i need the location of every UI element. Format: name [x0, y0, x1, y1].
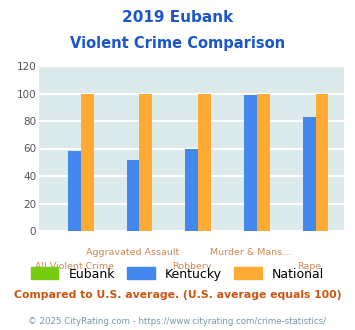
Bar: [303, 117, 316, 231]
Text: Violent Crime Comparison: Violent Crime Comparison: [70, 36, 285, 51]
Text: All Violent Crime: All Violent Crime: [35, 262, 114, 271]
Bar: [68, 151, 81, 231]
Text: Murder & Mans...: Murder & Mans...: [210, 248, 291, 257]
Text: Rape: Rape: [297, 262, 321, 271]
Text: © 2025 CityRating.com - https://www.cityrating.com/crime-statistics/: © 2025 CityRating.com - https://www.city…: [28, 317, 327, 326]
Text: Aggravated Assault: Aggravated Assault: [86, 248, 180, 257]
Bar: [316, 93, 328, 231]
Bar: [140, 93, 152, 231]
Bar: [257, 93, 270, 231]
Bar: [185, 148, 198, 231]
Text: 2019 Eubank: 2019 Eubank: [122, 10, 233, 25]
Text: Compared to U.S. average. (U.S. average equals 100): Compared to U.S. average. (U.S. average …: [14, 290, 341, 300]
Bar: [126, 159, 140, 231]
Bar: [244, 95, 257, 231]
Bar: [81, 93, 94, 231]
Text: Robbery: Robbery: [172, 262, 212, 271]
Legend: Eubank, Kentucky, National: Eubank, Kentucky, National: [27, 264, 328, 284]
Bar: [198, 93, 211, 231]
